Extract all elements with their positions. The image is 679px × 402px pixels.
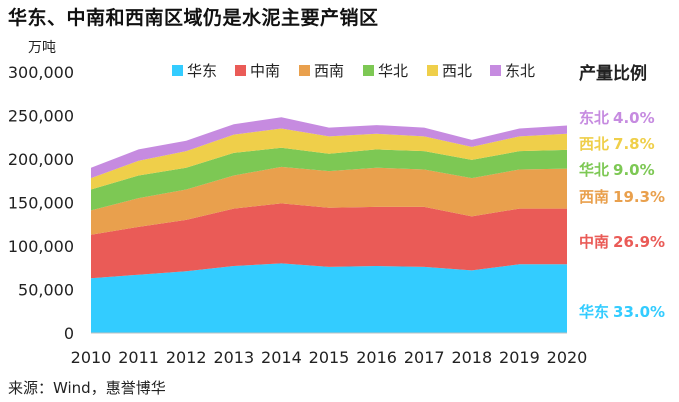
y-tick-label: 100,000	[8, 237, 74, 256]
y-tick-label: 150,000	[8, 194, 74, 213]
x-tick-label: 2020	[547, 348, 588, 367]
share-item-name: 华北	[579, 161, 609, 179]
legend-swatch-0	[172, 65, 183, 76]
x-tick-label: 2012	[166, 348, 207, 367]
source-note: 来源：Wind，惠誉博华	[8, 379, 166, 397]
share-item-name: 东北	[579, 109, 609, 127]
x-tick-label: 2017	[404, 348, 445, 367]
share-panel-title: 产量比例	[579, 63, 647, 84]
legend: 华东 中南 西南 华北 西北 东北	[172, 62, 535, 80]
share-item-name: 西北	[579, 135, 609, 153]
share-item-value: 9.0%	[613, 161, 655, 179]
legend-swatch-1	[235, 65, 246, 76]
x-tick-label: 2018	[451, 348, 492, 367]
x-tick-label: 2013	[213, 348, 254, 367]
share-item-5: 华东 33.0%	[579, 303, 665, 321]
x-tick-label: 2019	[499, 348, 540, 367]
legend-label-0: 华东	[187, 62, 217, 80]
share-item-value: 7.8%	[613, 135, 655, 153]
share-item-value: 4.0%	[613, 109, 655, 127]
area-series-3	[91, 147, 567, 211]
y-axis: 0 50,000 100,000 150,000 200,000 250,000 300,0…	[8, 63, 74, 343]
area-series-5	[91, 117, 567, 179]
legend-swatch-5	[490, 65, 501, 76]
area-series-1	[91, 203, 567, 279]
x-tick-label: 2016	[356, 348, 397, 367]
legend-swatch-3	[363, 65, 374, 76]
legend-label-1: 中南	[250, 62, 280, 80]
legend-label-5: 东北	[505, 62, 535, 80]
x-axis: 2010 2011 2012 2013 2014 2015 2016 2017 2018 2019…	[71, 332, 588, 367]
x-tick-label: 2015	[309, 348, 350, 367]
y-tick-label: 50,000	[18, 281, 74, 300]
share-item-name: 华东	[579, 303, 609, 321]
x-tick-label: 2011	[118, 348, 159, 367]
legend-swatch-4	[427, 65, 438, 76]
share-item-value: 19.3%	[613, 188, 665, 206]
share-item-0: 东北 4.0%	[579, 109, 655, 127]
legend-label-2: 西南	[314, 62, 344, 80]
legend-label-4: 西北	[442, 62, 472, 80]
series-areas	[91, 117, 567, 333]
share-item-2: 华北 9.0%	[579, 161, 655, 179]
y-tick-label: 200,000	[8, 150, 74, 169]
y-tick-label: 0	[64, 324, 74, 343]
share-item-value: 26.9%	[613, 233, 665, 251]
legend-label-3: 华北	[378, 62, 408, 80]
share-item-name: 西南	[579, 188, 609, 206]
share-item-1: 西北 7.8%	[579, 135, 655, 153]
x-tick-label: 2014	[261, 348, 302, 367]
y-axis-unit-label: 万吨	[28, 40, 56, 56]
share-item-3: 西南 19.3%	[579, 188, 665, 206]
y-tick-label: 300,000	[8, 63, 74, 82]
area-series-4	[91, 128, 567, 190]
area-series-0	[91, 263, 567, 333]
share-item-name: 中南	[579, 233, 609, 251]
legend-swatch-2	[299, 65, 310, 76]
y-tick-label: 250,000	[8, 107, 74, 126]
area-series-2	[91, 166, 567, 235]
share-item-4: 中南 26.9%	[579, 233, 665, 251]
share-item-value: 33.0%	[613, 303, 665, 321]
chart-title: 华东、中南和西南区域仍是水泥主要产销区	[8, 7, 379, 29]
x-tick-label: 2010	[71, 348, 112, 367]
